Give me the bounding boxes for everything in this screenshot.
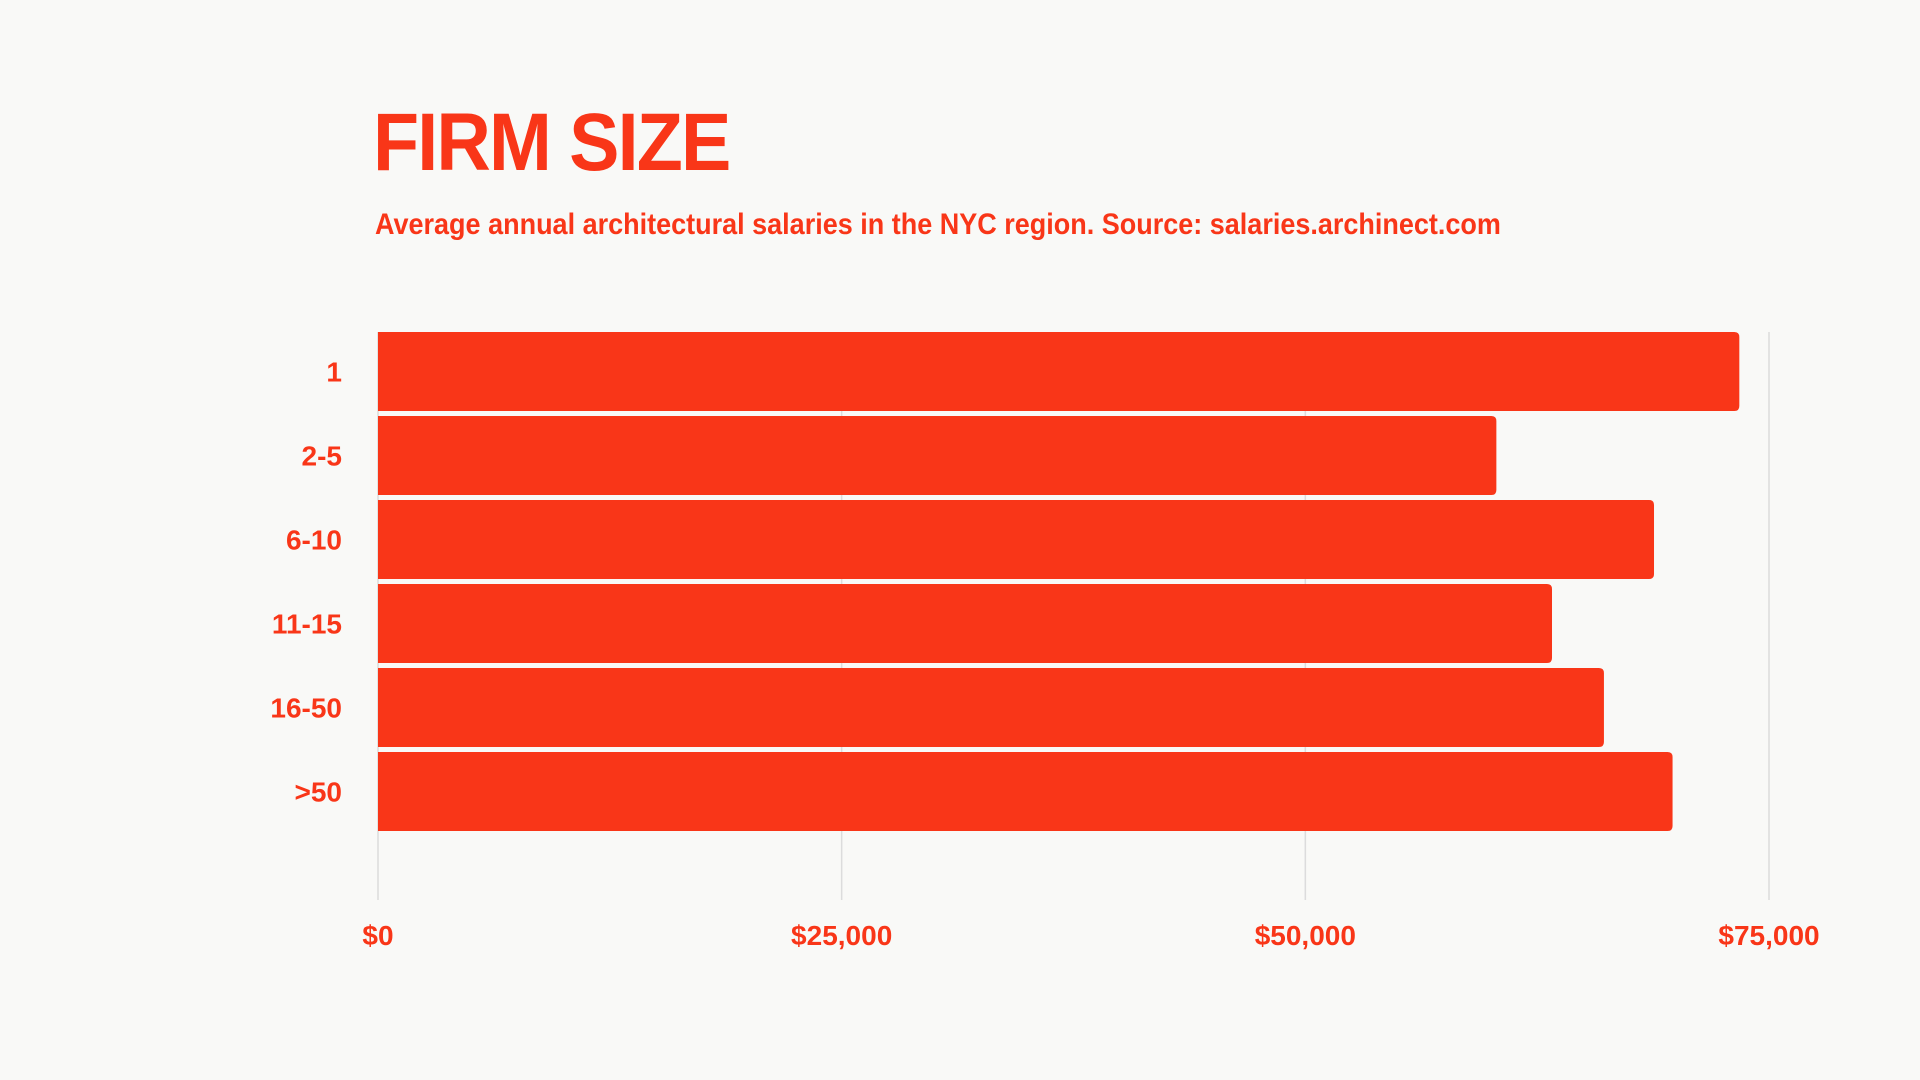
bar->50 bbox=[378, 752, 1673, 831]
category-label: >50 bbox=[295, 777, 343, 808]
chart-subtitle: Average annual architectural salaries in… bbox=[375, 208, 1501, 241]
category-label: 1 bbox=[326, 357, 342, 388]
x-tick-label: $50,000 bbox=[1255, 920, 1356, 951]
x-tick-label: $25,000 bbox=[791, 920, 892, 951]
chart-title: FIRM SIZE bbox=[373, 97, 731, 188]
category-label: 16-50 bbox=[270, 693, 342, 724]
category-label: 2-5 bbox=[302, 441, 342, 472]
x-tick-labels: $0 $25,000 $50,000 $75,000 bbox=[362, 920, 1819, 951]
category-label: 11-15 bbox=[272, 609, 342, 640]
bar-11-15 bbox=[378, 584, 1553, 663]
category-label: 6-10 bbox=[286, 525, 342, 556]
x-tick-label: $0 bbox=[362, 920, 393, 951]
bar-6-10 bbox=[378, 500, 1655, 579]
bar-16-50 bbox=[378, 668, 1604, 747]
bars bbox=[378, 332, 1740, 831]
bar-1 bbox=[378, 332, 1740, 411]
bar-2-5 bbox=[378, 416, 1497, 495]
category-labels: 1 2-5 6-10 11-15 16-50 >50 bbox=[270, 357, 342, 808]
x-tick-label: $75,000 bbox=[1718, 920, 1819, 951]
